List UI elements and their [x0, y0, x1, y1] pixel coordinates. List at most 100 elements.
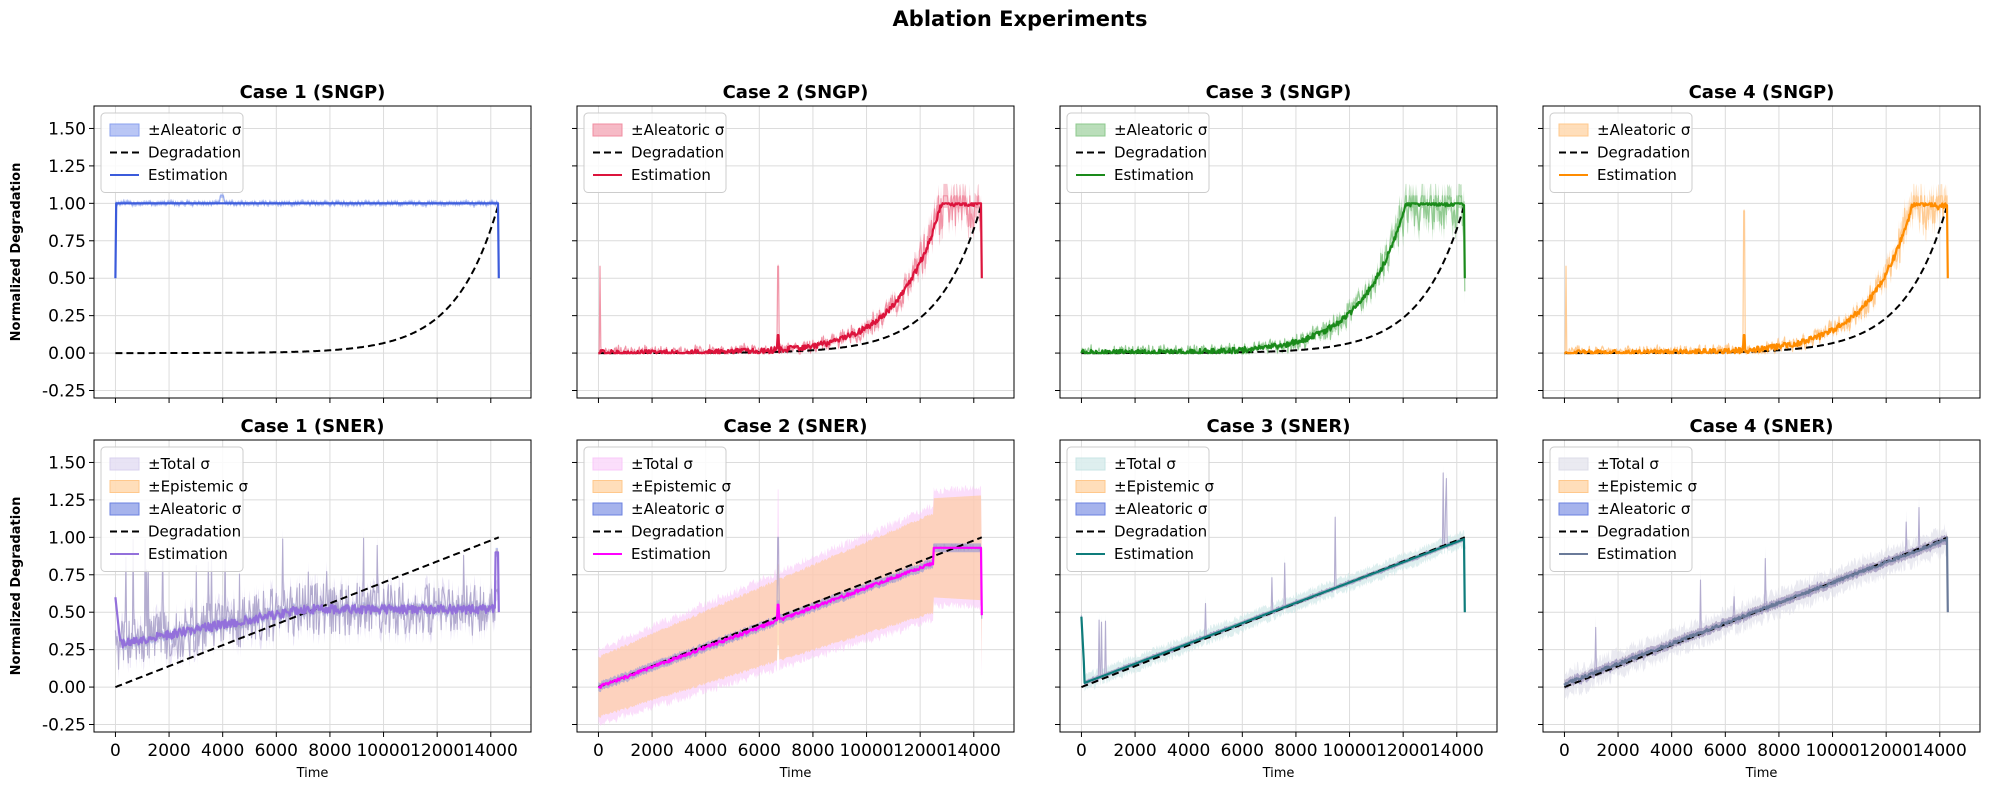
x-tick-label: 10000 [839, 741, 893, 761]
figure-title: Ablation Experiments [893, 7, 1148, 31]
legend-band-swatch [1558, 457, 1589, 471]
aleatoric-band [1564, 183, 1948, 355]
legend-band-swatch [592, 502, 623, 516]
panel-sner-case-1: 0 2000 4000 6000 8000 10000 12000 14000 -0.25 0.0… [9, 416, 532, 781]
plot-frame [1542, 439, 1981, 733]
legend-label: ±Aleatoric σ [1597, 500, 1691, 518]
x-tick-label: 14000 [1913, 741, 1967, 761]
panel-title: Case 4 (SNER) [1690, 416, 1834, 437]
legend-band-swatch [1075, 502, 1106, 516]
legend-label: Degradation [631, 144, 724, 162]
x-tick-label: 10000 [1805, 741, 1859, 761]
legend-label: ±Epistemic σ [148, 478, 248, 496]
legend-band-swatch [1075, 457, 1106, 471]
legend-label: Estimation [1114, 545, 1194, 563]
y-tick-label: 0.50 [48, 603, 86, 623]
estimation-line [597, 546, 983, 689]
legend-label: Degradation [1597, 144, 1690, 162]
legend-band-swatch [1558, 480, 1589, 493]
legend-label: ±Total σ [1114, 455, 1176, 473]
legend-band-swatch [592, 480, 623, 493]
legend-label: ±Epistemic σ [1114, 478, 1214, 496]
x-tick-label: 0 [1559, 741, 1570, 761]
legend-label: ±Total σ [631, 455, 693, 473]
x-tick-label: 10000 [356, 741, 410, 761]
x-axis-label: Time [779, 766, 812, 781]
x-tick-label: 0 [110, 741, 121, 761]
legend-band-swatch [109, 123, 140, 137]
y-tick-label: 0.00 [48, 344, 86, 364]
panel-title: Case 1 (SNER) [241, 416, 385, 437]
x-tick-label: 6000 [1704, 741, 1747, 761]
y-tick-label: 0.25 [48, 307, 86, 327]
x-tick-label: 14000 [1430, 741, 1484, 761]
estimation-line [114, 551, 500, 649]
x-tick-label: 6000 [738, 741, 781, 761]
legend-label: ±Total σ [148, 455, 210, 473]
legend-label: ±Aleatoric σ [1597, 121, 1691, 139]
legend-band-swatch [592, 123, 623, 137]
plot-frame [93, 439, 532, 733]
panel-sngp-case-2: Case 2 (SNGP) ±Aleatoric σ Degradation Esti… [572, 82, 1015, 403]
legend-band-swatch [1558, 123, 1589, 137]
y-tick-label: 0.00 [48, 678, 86, 698]
legend-band-swatch [1558, 502, 1589, 516]
y-tick-label: 0.50 [48, 269, 86, 289]
y-tick-label: -0.25 [42, 716, 86, 736]
y-tick-label: 0.75 [48, 566, 86, 586]
legend-label: Estimation [148, 545, 228, 563]
legend-band-swatch [109, 502, 140, 516]
degradation-line [1081, 203, 1466, 355]
legend-band-swatch [592, 457, 623, 471]
plot-content [598, 183, 983, 355]
legend-label: Estimation [1597, 166, 1677, 184]
plot-frame [1059, 105, 1498, 399]
x-tick-label: 8000 [308, 741, 351, 761]
plot-content [1563, 495, 1949, 701]
legend-label: Estimation [1597, 545, 1677, 563]
x-tick-label: 14000 [947, 741, 1001, 761]
y-tick-label: 1.00 [48, 194, 86, 214]
degradation-line [115, 536, 500, 689]
x-tick-label: 4000 [201, 741, 244, 761]
panel-title: Case 3 (SNGP) [1206, 82, 1352, 103]
panel-title: Case 2 (SNER) [724, 416, 868, 437]
panel-title: Case 3 (SNER) [1207, 416, 1351, 437]
legend-box [1549, 446, 1693, 572]
y-axis-label: Normalized Degradation [9, 497, 24, 676]
legend-band-swatch [1075, 480, 1106, 493]
y-tick-label: 1.00 [48, 528, 86, 548]
panel-sner-case-4: 0 2000 4000 6000 8000 10000 12000 14000 Case 4 (… [1538, 416, 1981, 781]
x-tick-label: 2000 [1113, 741, 1156, 761]
legend-label: Degradation [1114, 144, 1207, 162]
legend-label: Degradation [631, 523, 724, 541]
plot-frame [576, 105, 1015, 399]
degradation-line [115, 203, 500, 355]
x-tick-label: 12000 [893, 741, 947, 761]
legend-box [1066, 446, 1210, 572]
x-tick-label: 6000 [1221, 741, 1264, 761]
legend-label: Degradation [148, 523, 241, 541]
legend-box [100, 446, 244, 572]
legend-label: Estimation [631, 545, 711, 563]
x-tick-label: 10000 [1322, 741, 1376, 761]
x-tick-label: 12000 [1376, 741, 1430, 761]
panel-title: Case 2 (SNGP) [723, 82, 869, 103]
x-axis-label: Time [1745, 766, 1778, 781]
estimation-line [1080, 202, 1466, 355]
y-tick-label: -0.25 [42, 382, 86, 402]
estimation-line [1563, 536, 1949, 687]
legend-label: ±Aleatoric σ [148, 121, 242, 139]
x-tick-label: 14000 [464, 741, 518, 761]
x-tick-label: 4000 [1650, 741, 1693, 761]
estimation-line [1080, 538, 1466, 684]
legend-label: ±Aleatoric σ [148, 500, 242, 518]
x-tick-label: 2000 [630, 741, 673, 761]
epistemic-band [115, 549, 499, 651]
panel-sner-case-2: 0 2000 4000 6000 8000 10000 12000 14000 Case 2 (… [572, 416, 1015, 781]
plot-frame [93, 105, 532, 399]
panel-sngp-case-1: -0.25 0.00 0.25 0.50 0.75 1.00 1.25 1.50 Case 1 … [9, 82, 532, 403]
x-axis-label: Time [1262, 766, 1295, 781]
plot-content [597, 485, 983, 726]
legend-label: ±Epistemic σ [631, 478, 731, 496]
